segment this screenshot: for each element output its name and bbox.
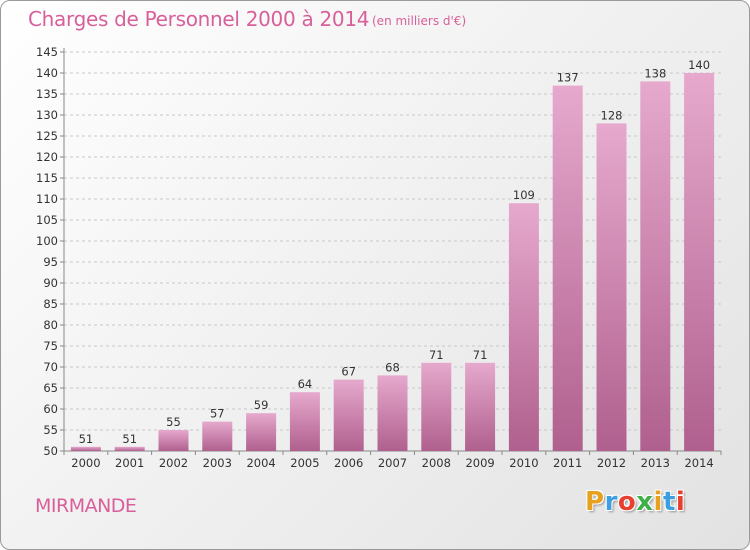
data-label: 57 [210, 407, 225, 421]
logo-letter: t [662, 487, 676, 517]
data-label: 71 [429, 348, 444, 362]
logo-letter: P [585, 487, 605, 517]
x-tick-labels: 2000 2001 2002 2003 2004 2005 2006 2007 2008 2009… [71, 456, 713, 470]
x-tick-label: 2012 [597, 456, 626, 470]
chart-title: Charges de Personnel 2000 à 2014 [28, 7, 370, 31]
logo-letter: o [617, 487, 637, 517]
x-tick-label: 2001 [115, 456, 144, 470]
unit-note: (en milliers d'€) [372, 14, 467, 28]
bar [246, 413, 277, 451]
proxiti-logo: Proxiti [585, 487, 685, 517]
y-tick-label: 75 [43, 339, 58, 353]
y-tick-labels: 50 55 60 65 70 75 80 85 90 95 100 105 110 115 120 125 13… [36, 45, 58, 458]
x-tick-label: 2007 [378, 456, 407, 470]
x-tick-label: 2003 [203, 456, 232, 470]
y-tick-label: 140 [36, 66, 58, 80]
y-tick-label: 100 [36, 234, 58, 248]
bar [158, 430, 189, 451]
y-tick-label: 60 [43, 402, 58, 416]
x-tick-label: 2013 [641, 456, 670, 470]
y-tick-label: 80 [43, 318, 58, 332]
bar [552, 85, 583, 451]
y-tick-label: 85 [43, 297, 58, 311]
y-tick-label: 120 [36, 150, 58, 164]
data-label: 51 [122, 432, 137, 446]
x-tick-label: 2014 [684, 456, 713, 470]
data-label: 51 [79, 432, 94, 446]
city-name: MIRMANDE [35, 495, 137, 517]
y-tick-label: 125 [36, 129, 58, 143]
y-tick-label: 105 [36, 213, 58, 227]
logo-letter: x [636, 487, 654, 517]
logo-letter: i [653, 487, 663, 517]
bar [70, 446, 101, 451]
bar [377, 375, 408, 451]
data-label: 55 [166, 415, 181, 429]
x-tick-label: 2008 [422, 456, 451, 470]
y-tick-label: 145 [36, 45, 58, 59]
x-tick-label: 2002 [159, 456, 188, 470]
bar [333, 379, 364, 451]
bar [289, 392, 320, 451]
bar [202, 421, 233, 451]
data-label: 109 [513, 188, 535, 202]
data-label: 68 [385, 360, 400, 374]
data-label: 140 [688, 58, 710, 72]
y-tick-label: 130 [36, 108, 58, 122]
y-tick-label: 50 [43, 444, 58, 458]
bars [70, 73, 715, 452]
x-tick-label: 2000 [71, 456, 100, 470]
x-tick-label: 2009 [465, 456, 494, 470]
data-label: 71 [473, 348, 488, 362]
bar [640, 81, 671, 452]
x-tick-label: 2011 [553, 456, 582, 470]
bar [114, 446, 145, 451]
bar [684, 73, 715, 451]
y-tick-label: 70 [43, 360, 58, 374]
data-label: 137 [557, 71, 579, 85]
y-tick-label: 55 [43, 423, 58, 437]
x-tick-label: 2004 [246, 456, 275, 470]
x-tick-label: 2005 [290, 456, 319, 470]
bar [508, 203, 539, 451]
y-tick-label: 95 [43, 255, 58, 269]
data-label: 138 [644, 66, 666, 80]
y-tick-label: 115 [36, 171, 58, 185]
logo-letter: i [675, 487, 686, 517]
bar [421, 362, 452, 451]
y-tick-label: 65 [43, 381, 58, 395]
y-tick-label: 90 [43, 276, 58, 290]
x-tick-label: 2006 [334, 456, 363, 470]
data-labels: 51 51 55 57 59 64 67 68 71 71 109 137 128 138 140 [79, 58, 710, 446]
data-label: 59 [254, 398, 269, 412]
y-tick-label: 135 [36, 87, 58, 101]
bar [465, 362, 496, 451]
data-label: 128 [601, 108, 623, 122]
x-tick-label: 2010 [509, 456, 538, 470]
data-label: 67 [341, 365, 356, 379]
logo-letter: r [604, 487, 618, 517]
bar [596, 123, 627, 452]
y-tick-label: 110 [36, 192, 58, 206]
data-label: 64 [298, 377, 313, 391]
